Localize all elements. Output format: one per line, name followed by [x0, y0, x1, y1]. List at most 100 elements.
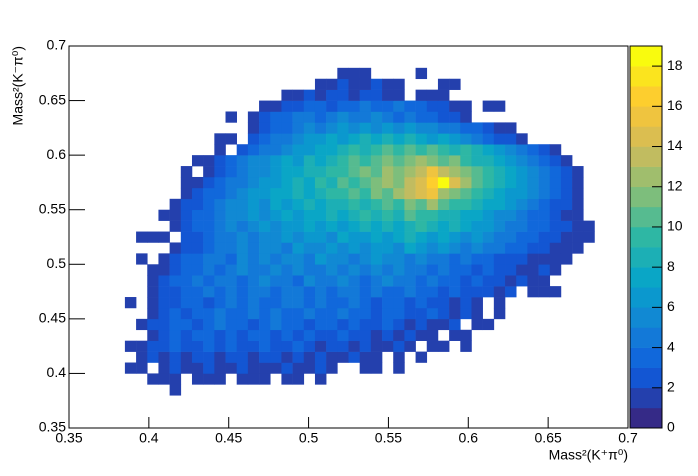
cell: [236, 176, 249, 189]
cell: [415, 166, 428, 178]
cell: [191, 242, 204, 254]
cell: [348, 286, 360, 298]
cell: [191, 253, 204, 265]
cell: [337, 67, 349, 80]
cell: [203, 187, 215, 200]
cell: [158, 351, 170, 363]
cell: [538, 264, 551, 276]
cell: [292, 144, 305, 156]
cell: [415, 242, 428, 254]
cell: [370, 297, 383, 309]
cell: [314, 329, 327, 341]
colorbar-frame: [629, 45, 663, 429]
cell: [203, 253, 215, 265]
cell: [370, 329, 383, 341]
cell: [147, 307, 159, 320]
cell: [471, 307, 483, 320]
cell: [236, 318, 249, 331]
cell: [426, 307, 439, 320]
cell: [214, 264, 226, 276]
color-band: [630, 347, 662, 368]
cell: [426, 340, 439, 352]
cell: [449, 329, 461, 341]
cell: [203, 209, 215, 221]
cell: [303, 220, 316, 232]
cell: [337, 275, 349, 287]
cell: [214, 166, 226, 178]
cell: [214, 286, 226, 298]
cell: [314, 78, 327, 90]
cell: [225, 318, 237, 331]
cell: [382, 89, 394, 101]
cell: [393, 78, 405, 90]
cell: [560, 242, 573, 254]
cell: [505, 144, 517, 156]
cell: [259, 286, 271, 298]
cell: [471, 209, 483, 221]
color-band: [630, 86, 662, 107]
cell: [259, 329, 271, 341]
cell: [214, 253, 226, 265]
cell: [527, 231, 539, 243]
cell: [549, 209, 562, 221]
cell: [382, 297, 394, 309]
cell: [404, 100, 416, 112]
cell: [292, 231, 305, 243]
cell: [382, 144, 394, 156]
cell: [158, 253, 170, 265]
cell: [247, 122, 260, 134]
cell: [292, 329, 305, 341]
cell: [337, 187, 349, 200]
cell: [359, 176, 372, 189]
cell: [337, 220, 349, 232]
cell: [281, 144, 293, 156]
cell: [393, 133, 405, 145]
cell: [270, 209, 282, 221]
cell: [292, 362, 305, 374]
cell: [292, 297, 305, 309]
cell: [359, 297, 372, 309]
cell: [169, 253, 182, 265]
cell: [527, 264, 539, 276]
cell: [169, 220, 182, 232]
cell: [337, 231, 349, 243]
cell: [270, 362, 282, 374]
cell: [460, 253, 472, 265]
cell: [270, 144, 282, 156]
color-band: [630, 247, 662, 268]
cell: [437, 100, 450, 112]
cell: [203, 275, 215, 287]
cell: [505, 209, 517, 221]
cell: [225, 220, 237, 232]
z-tick-label: 12: [667, 177, 683, 193]
cell: [393, 155, 405, 167]
cell: [382, 155, 394, 167]
z-tick-label: 4: [667, 338, 675, 354]
cell: [560, 209, 573, 221]
cell: [180, 231, 193, 243]
cell: [214, 329, 226, 341]
cell: [236, 340, 249, 352]
color-band: [630, 307, 662, 328]
cell: [426, 144, 439, 156]
cell: [404, 155, 416, 167]
cell: [415, 100, 428, 112]
cell: [247, 111, 260, 123]
cell: [191, 318, 204, 331]
cell: [359, 89, 372, 101]
cell: [404, 133, 416, 145]
cell: [527, 176, 539, 189]
cell: [538, 253, 551, 265]
cell: [169, 340, 182, 352]
cell: [393, 111, 405, 123]
cell: [415, 318, 428, 331]
cell: [415, 89, 428, 101]
cell: [203, 362, 215, 374]
cell: [236, 253, 249, 265]
cell: [247, 133, 260, 145]
cell: [281, 176, 293, 189]
cell: [370, 176, 383, 189]
cell: [359, 209, 372, 221]
cell: [337, 111, 349, 123]
cell: [326, 89, 338, 101]
